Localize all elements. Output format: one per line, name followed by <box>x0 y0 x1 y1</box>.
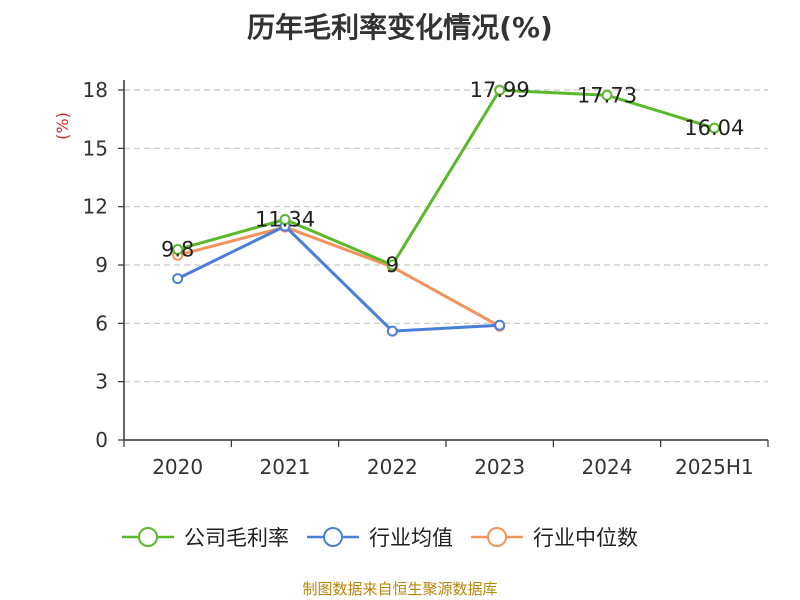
series-line <box>177 225 501 328</box>
x-tick-label: 2020 <box>152 455 203 479</box>
source-note: 制图数据来自恒生聚源数据库 <box>302 580 498 598</box>
data-label: 17.73 <box>577 83 637 107</box>
x-tick-label: 2022 <box>367 455 418 479</box>
x-tick-label: 2023 <box>474 455 525 479</box>
data-point <box>494 319 506 331</box>
legend-label: 行业均值 <box>369 526 453 550</box>
chart-title: 历年毛利率变化情况(%) <box>247 11 553 44</box>
data-label: 16.04 <box>684 116 744 140</box>
data-label: 9 <box>386 253 399 277</box>
y-tick-label: 15 <box>83 136 108 160</box>
data-label: 17.99 <box>470 78 530 102</box>
legend-label: 行业中位数 <box>533 526 638 550</box>
data-point <box>386 259 398 271</box>
data-label: 9.8 <box>161 237 194 261</box>
y-tick-label: 9 <box>95 253 108 277</box>
y-tick-label: 6 <box>95 311 108 335</box>
legend-label: 公司毛利率 <box>184 526 289 550</box>
legend-marker <box>138 527 158 547</box>
data-point <box>601 89 613 101</box>
series-line <box>177 88 715 267</box>
y-tick-label: 18 <box>83 78 108 102</box>
data-point <box>494 84 506 96</box>
data-point <box>708 122 720 134</box>
legend-marker <box>487 527 507 547</box>
y-tick-label: 0 <box>95 428 108 452</box>
x-tick-label: 2025H1 <box>675 455 754 479</box>
y-tick-label: 12 <box>83 195 108 219</box>
data-label: 11.34 <box>255 208 315 232</box>
legend-marker <box>323 527 343 547</box>
x-tick-label: 2024 <box>582 455 633 479</box>
x-tick-label: 2021 <box>260 455 311 479</box>
y-tick-label: 3 <box>95 370 108 394</box>
y-axis-label: (%) <box>53 112 72 140</box>
series-line <box>177 224 500 333</box>
data-point <box>172 243 184 255</box>
data-point <box>279 214 291 225</box>
data-point <box>172 273 184 285</box>
data-point <box>386 325 398 337</box>
